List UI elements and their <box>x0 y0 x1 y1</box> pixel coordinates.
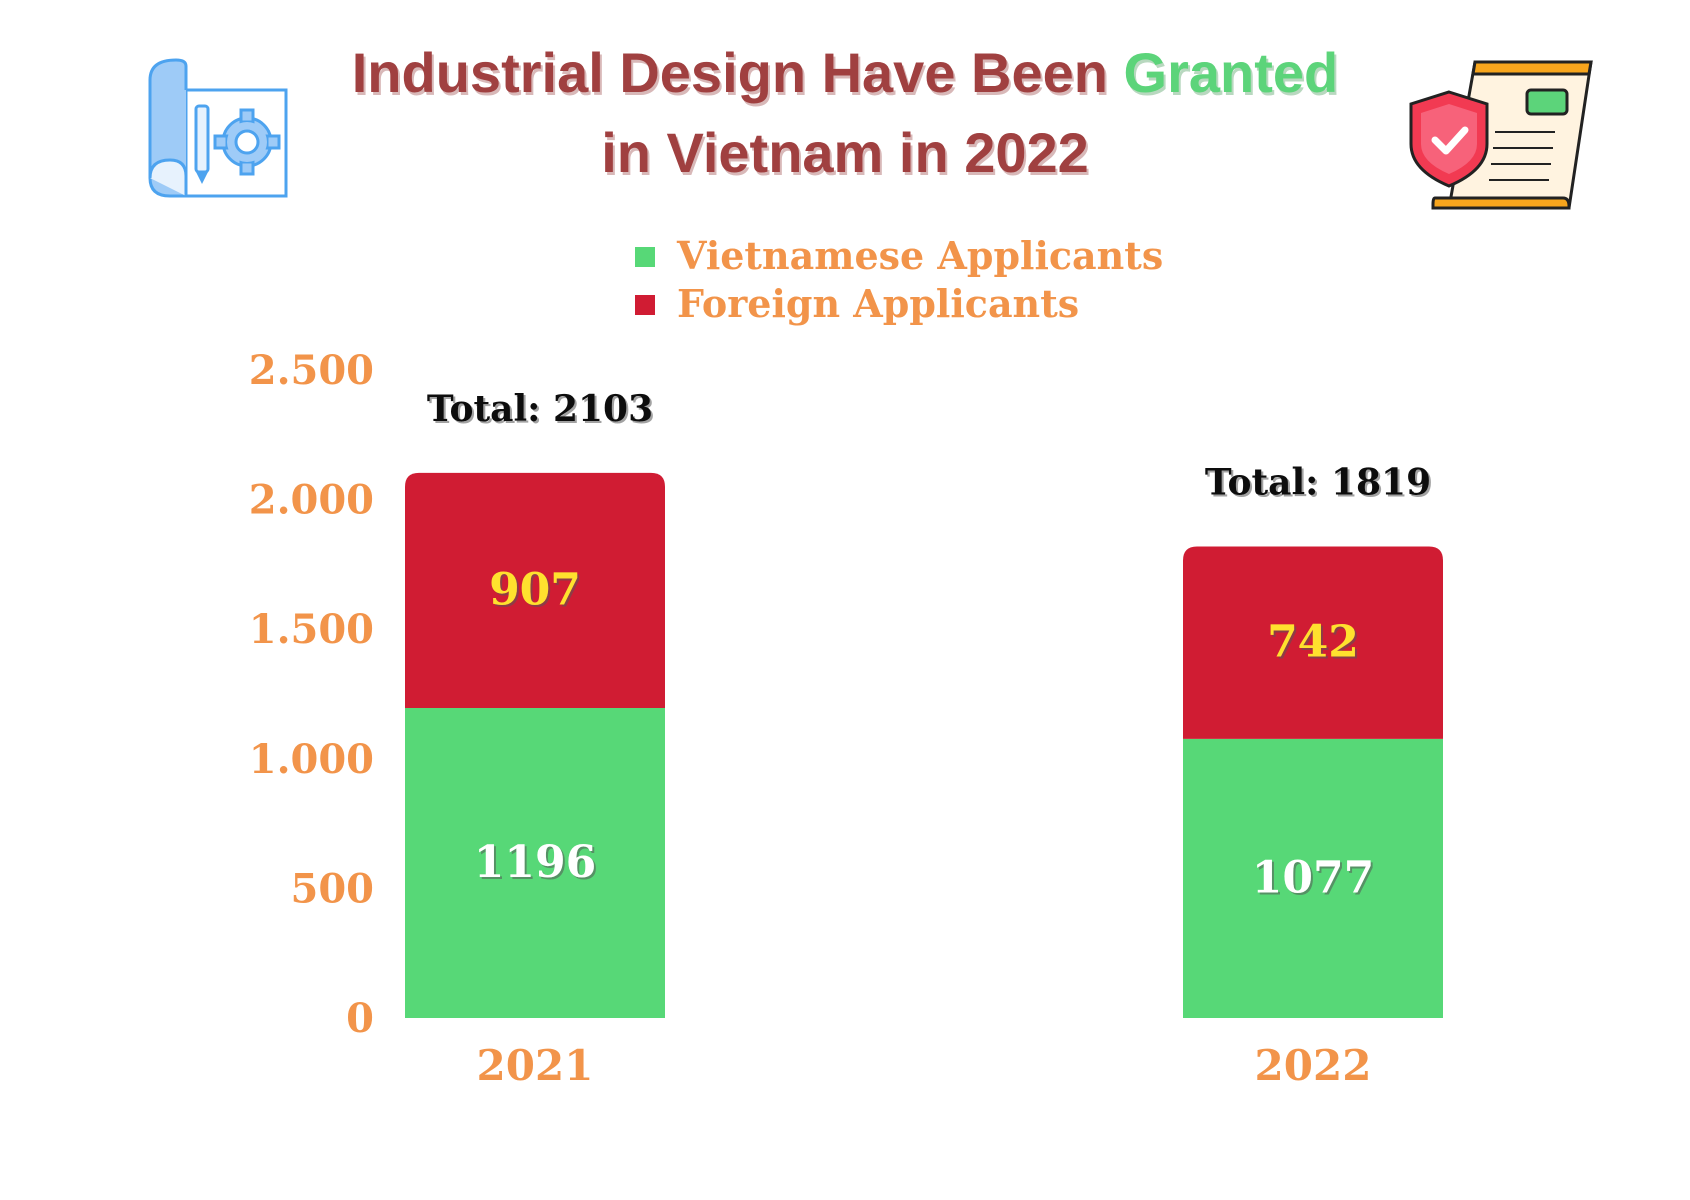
x-tick-label-2021: 2021 <box>477 1041 594 1090</box>
bar-foreign-2021 <box>405 472 665 708</box>
title-highlight: Granted <box>1123 41 1339 104</box>
bar-vietnamese-2021 <box>405 707 665 1018</box>
data-label-foreign-2021: 907 <box>489 564 581 615</box>
legend-swatch-vietnamese <box>635 246 655 267</box>
chart-title-line-2: in Vietnam in 2022 <box>601 121 1089 184</box>
y-axis: 0 500 1.000 1.500 2.000 2.500 <box>249 347 374 1042</box>
bar-vietnamese-2022 <box>1183 738 1443 1018</box>
data-label-vietnamese-2022: 1077 <box>1252 852 1374 903</box>
title-prefix: Industrial Design Have Been <box>351 41 1108 104</box>
y-tick-label: 2.000 <box>249 477 374 524</box>
total-label-2021: Total: 2103 <box>427 388 653 430</box>
x-tick-label-2022: 2022 <box>1255 1041 1372 1090</box>
y-tick-label: 1.500 <box>249 606 374 653</box>
bars: 1196 907 Total: 2103 1077 742 Total: 1819 <box>405 388 1443 1018</box>
y-tick-label: 1.000 <box>249 736 374 783</box>
bar-foreign-2022 <box>1183 546 1443 739</box>
x-axis: 2021 2022 <box>477 1041 1372 1090</box>
certificate-shield-icon <box>1409 60 1593 210</box>
legend: Vietnamese Applicants Foreign Applicants <box>635 232 1163 328</box>
blueprint-gear-icon <box>148 58 288 198</box>
legend-swatch-foreign <box>635 294 655 315</box>
y-tick-label: 0 <box>346 995 374 1042</box>
y-tick-label: 500 <box>291 865 375 912</box>
data-label-foreign-2022: 742 <box>1267 617 1359 668</box>
y-tick-label: 2.500 <box>249 347 374 394</box>
legend-item-foreign: Foreign Applicants <box>635 280 1163 328</box>
legend-label-foreign: Foreign Applicants <box>677 281 1080 326</box>
total-label-2022: Total: 1819 <box>1205 462 1431 504</box>
legend-label-vietnamese: Vietnamese Applicants <box>677 233 1164 278</box>
chart-title-line-1: Industrial Design Have Been Granted <box>0 40 1690 105</box>
data-label-vietnamese-2021: 1196 <box>474 837 596 888</box>
legend-item-vietnamese: Vietnamese Applicants <box>635 232 1163 280</box>
